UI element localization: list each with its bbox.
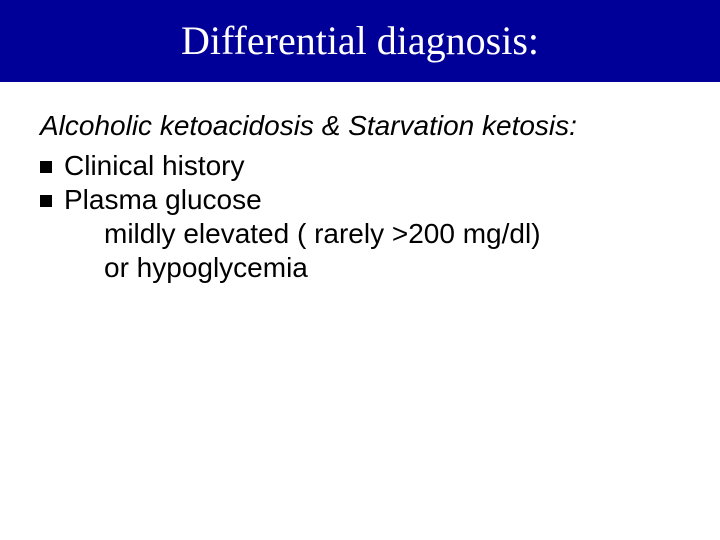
bullet-text: Plasma glucose [64,184,680,216]
slide-body: Alcoholic ketoacidosis & Starvation keto… [0,82,720,284]
bullet-subline: mildly elevated ( rarely >200 mg/dl) [104,218,680,250]
section-heading: Alcoholic ketoacidosis & Starvation keto… [40,110,680,142]
bullet-item: Clinical history [40,150,680,182]
bullet-item: Plasma glucose [40,184,680,216]
slide-title: Differential diagnosis: [181,19,539,63]
square-bullet-icon [40,161,52,173]
slide: Differential diagnosis: Alcoholic ketoac… [0,0,720,540]
square-bullet-icon [40,195,52,207]
title-band: Differential diagnosis: [0,0,720,82]
bullet-text: Clinical history [64,150,680,182]
bullet-subline: or hypoglycemia [104,252,680,284]
